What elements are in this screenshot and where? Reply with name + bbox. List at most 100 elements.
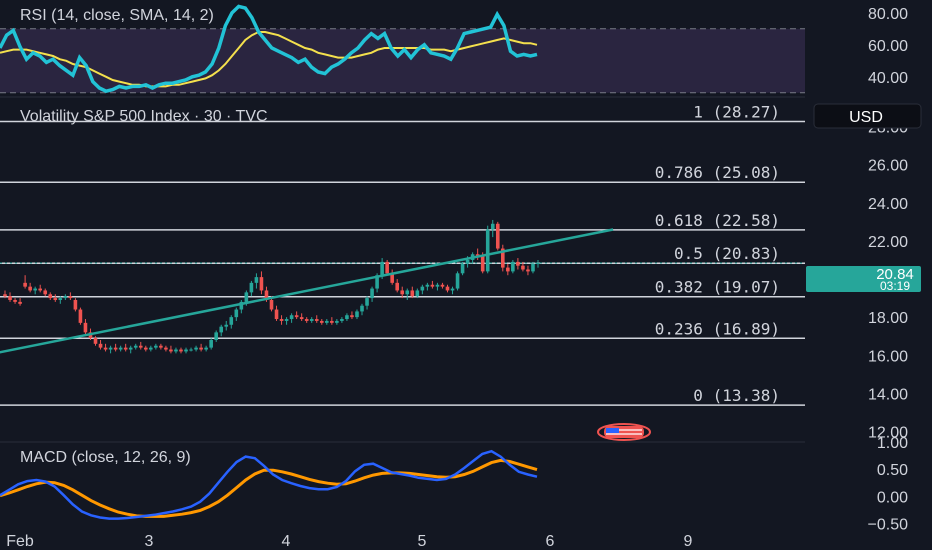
macd-axis: 1.00 0.50 0.00 −0.50 [868, 435, 909, 534]
candle-body [204, 347, 208, 350]
symbol-title[interactable]: Volatility S&P 500 Index · 30 · TVC [20, 108, 268, 125]
macd-pane[interactable]: 1.00 0.50 0.00 −0.50 MACD (close, 12, 26, 9… [0, 435, 908, 534]
candle-body [304, 319, 309, 321]
macd-tick-label: 0.00 [877, 489, 908, 506]
price-pane[interactable]: 28.0026.0024.0022.0020.0018.0016.0014.00… [0, 102, 922, 441]
candle-body [430, 284, 435, 287]
time-tick-label: Feb [6, 533, 34, 550]
candle-body [53, 298, 58, 300]
trend-line[interactable] [0, 228, 614, 364]
candle-body [475, 254, 480, 257]
last-price-label: 20.84 03:19 [806, 266, 921, 293]
time-tick-label: 5 [418, 533, 427, 550]
candle-body [485, 229, 490, 272]
candle-body [133, 345, 138, 348]
candlestick-series[interactable] [3, 219, 540, 354]
candle-body [18, 301, 22, 304]
rsi-band-background [0, 28, 805, 93]
candle-body [244, 292, 249, 302]
candle-body [189, 349, 193, 351]
fib-level-label: 0.786 (25.08) [655, 163, 780, 182]
bar-countdown: 03:19 [880, 279, 910, 293]
us-flag-icon[interactable] [597, 423, 651, 441]
price-tick-label: 26.00 [868, 158, 908, 175]
rsi-ma-line [0, 31, 538, 88]
candle-body [259, 277, 264, 291]
candle-body [495, 223, 500, 249]
candle-body [179, 349, 183, 352]
candle-body [108, 347, 113, 350]
candle-body [506, 267, 510, 272]
candle-body [128, 347, 133, 350]
candle-body [154, 345, 158, 348]
currency-button-bg [813, 103, 922, 129]
candle-body [234, 309, 239, 318]
candle-body [199, 347, 203, 350]
candle-body [425, 284, 430, 287]
candle-body [138, 345, 143, 348]
candle-body [269, 299, 274, 310]
candle-body [375, 275, 379, 289]
price-tick-label: 14.00 [868, 386, 908, 403]
macd-tick-label: −0.50 [868, 516, 909, 533]
macd-line [0, 449, 538, 520]
candle-body [239, 301, 244, 310]
rsi-tick-label: 80.00 [868, 6, 908, 23]
fibonacci-retracement[interactable]: 1 (28.27) 0.786 (25.08) 0.618 (22.58) 0.5 (… [0, 102, 805, 406]
candle-body [184, 349, 188, 352]
candle-body [68, 296, 73, 299]
time-tick-label: 3 [145, 533, 154, 550]
candle-body [380, 261, 384, 276]
fib-level-label: 0.382 (19.07) [655, 278, 780, 297]
candle-body [410, 290, 415, 297]
candle-body [43, 290, 48, 295]
candle-body [78, 309, 83, 323]
candle-body [83, 322, 88, 333]
rsi-line [0, 4, 538, 94]
candle-body [385, 261, 389, 274]
candle-body [174, 349, 178, 352]
last-price-value: 20.84 [876, 266, 914, 283]
candle-body [440, 284, 445, 287]
candle-body [159, 345, 163, 348]
candle-body [355, 311, 359, 318]
candle-body [360, 305, 364, 312]
time-axis[interactable]: Feb 3 4 5 6 9 [6, 533, 692, 550]
candle-body [73, 299, 78, 310]
macd-legend-title[interactable]: MACD (close, 12, 26, 9) [20, 449, 191, 466]
candle-body [169, 349, 173, 352]
candle-body [219, 326, 224, 333]
candle-body [209, 340, 213, 348]
candle-body [455, 273, 460, 289]
candle-body [345, 315, 349, 320]
candle-body [48, 294, 53, 299]
candle-body [521, 265, 525, 270]
candle-body [98, 343, 103, 348]
candle-body [254, 277, 259, 283]
candle-body [63, 296, 68, 299]
price-tick-label: 22.00 [868, 234, 908, 251]
fib-level-label: 1 (28.27) [693, 102, 780, 121]
candle-body [289, 315, 294, 320]
candle-body [330, 320, 334, 323]
rsi-tick-label: 60.00 [868, 38, 908, 55]
candle-body [264, 290, 269, 300]
candle-body [319, 320, 324, 323]
currency-button[interactable]: USD [813, 103, 922, 129]
rsi-axis: 80.00 60.00 40.00 [868, 6, 908, 87]
price-tick-label: 18.00 [868, 310, 908, 327]
rsi-legend-title[interactable]: RSI (14, close, SMA, 14, 2) [20, 7, 214, 24]
candle-body [33, 288, 37, 291]
candle-body [214, 332, 218, 341]
rsi-pane[interactable]: 80.00 60.00 40.00 RSI (14, close, SMA, 14,… [0, 4, 908, 94]
candle-body [103, 347, 108, 350]
candle-body [8, 296, 12, 300]
candle-body [294, 315, 299, 318]
candle-body [340, 319, 344, 321]
time-tick-label: 6 [546, 533, 555, 550]
candle-body [314, 319, 319, 321]
candle-body [516, 261, 520, 266]
candle-body [335, 320, 339, 323]
candle-body [299, 317, 304, 320]
